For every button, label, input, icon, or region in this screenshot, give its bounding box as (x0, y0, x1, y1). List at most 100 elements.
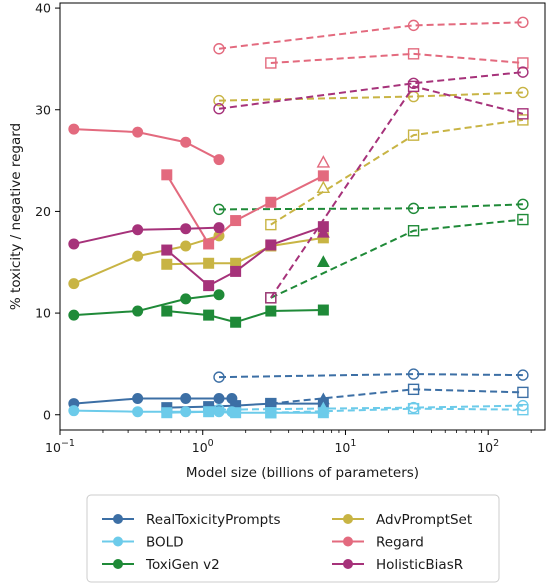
data-point (161, 244, 173, 256)
series-line (166, 410, 324, 414)
data-point (180, 392, 192, 404)
data-point (265, 218, 277, 231)
series-line (218, 71, 523, 110)
series-line (218, 404, 523, 411)
data-point (317, 304, 329, 316)
series-line (270, 218, 523, 299)
series-line (218, 91, 523, 102)
y-tick-label: 10 (35, 306, 51, 321)
data-point (407, 19, 420, 32)
data-point (517, 57, 529, 69)
data-point (230, 215, 242, 227)
series-line (166, 402, 324, 409)
data-point (213, 371, 225, 383)
x-tick-label: 100 (192, 438, 214, 455)
data-point (407, 80, 420, 93)
data-point (132, 126, 144, 138)
data-point (316, 180, 331, 194)
data-point (68, 123, 80, 135)
data-point (316, 255, 330, 268)
data-point (213, 103, 225, 115)
data-point (203, 257, 215, 269)
legend-marker (343, 559, 353, 569)
legend-marker (343, 514, 353, 524)
data-point (517, 86, 529, 99)
data-point (407, 48, 420, 60)
legend-label: ToxiGen v2 (145, 557, 220, 573)
data-point (203, 280, 215, 292)
series-line (166, 236, 324, 266)
y-tick-label: 40 (35, 1, 51, 16)
data-point (180, 136, 192, 148)
data-point (203, 238, 215, 250)
legend-label: HolisticBiasR (376, 557, 463, 573)
legend-item: HolisticBiasR (332, 557, 463, 573)
x-tick-label: 101 (334, 438, 356, 455)
legend-item: AdvPromptSet (332, 512, 472, 528)
data-point (180, 223, 192, 235)
data-point (213, 203, 225, 216)
plot-frame (59, 2, 546, 431)
series-line (218, 203, 523, 211)
series-line (270, 52, 523, 64)
data-point (517, 403, 529, 416)
data-point (161, 258, 173, 270)
data-point (68, 405, 80, 417)
data-point (132, 305, 144, 317)
legend-marker (113, 559, 123, 569)
data-point (316, 225, 330, 238)
legend-label: BOLD (146, 535, 184, 551)
series-line (270, 118, 524, 226)
data-point (68, 309, 80, 321)
data-point (230, 265, 242, 277)
data-point (265, 305, 277, 317)
legend-box (86, 494, 500, 583)
data-point (316, 155, 331, 168)
x-tick-label: 10−1 (45, 438, 75, 455)
data-point (132, 406, 144, 418)
data-point (265, 196, 277, 208)
data-point (180, 240, 192, 252)
x-axis-label: Model size (billions of parameters) (186, 465, 419, 481)
data-point (517, 213, 529, 226)
legend-item: ToxiGen v2 (102, 557, 220, 573)
data-point (213, 43, 225, 55)
series-line (270, 85, 524, 299)
data-point (180, 293, 192, 305)
data-point (265, 292, 277, 304)
data-point (317, 170, 329, 182)
data-point (230, 407, 242, 419)
legend-label: AdvPromptSet (376, 512, 472, 528)
series-line (73, 293, 220, 317)
series-line (270, 388, 523, 405)
data-point (265, 239, 277, 251)
data-point (213, 222, 225, 234)
data-point (407, 383, 420, 396)
data-point (203, 309, 215, 321)
series-line (270, 407, 523, 414)
data-point (517, 16, 529, 29)
series-line (218, 21, 523, 50)
y-axis-label: % toxicity / negative regard (8, 123, 24, 310)
data-point (517, 198, 529, 211)
data-point (265, 57, 277, 69)
series-line (218, 373, 523, 379)
data-point (213, 392, 225, 404)
data-point (265, 407, 277, 419)
data-point (517, 108, 529, 120)
legend-marker (343, 536, 353, 547)
data-point (517, 369, 529, 381)
legend-item: RealToxicityPrompts (102, 512, 281, 528)
data-point (132, 250, 144, 262)
axes: 0 10 20 30 40 10−1 100 101 102 (35, 1, 546, 455)
y-tick-label: 30 (35, 102, 51, 117)
legend-item: BOLD (102, 535, 184, 551)
data-point (213, 154, 225, 166)
data-point (517, 114, 529, 126)
data-point (161, 407, 173, 419)
legend-marker (113, 514, 123, 524)
data-point (132, 392, 144, 404)
data-point (161, 305, 173, 317)
data-point (68, 238, 80, 250)
data-point (517, 386, 529, 399)
